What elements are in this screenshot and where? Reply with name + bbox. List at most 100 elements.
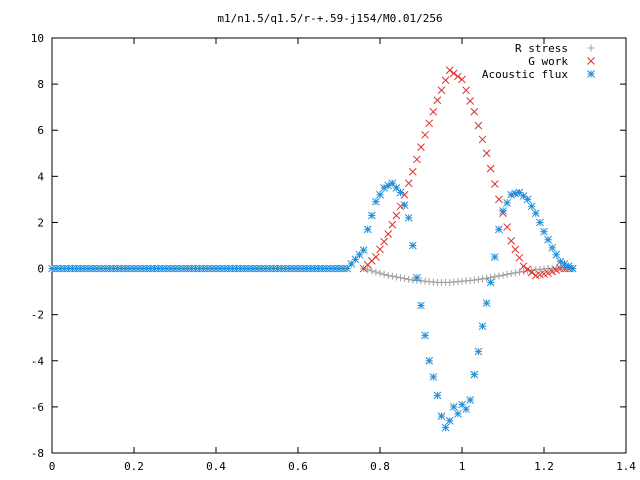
data-point	[429, 373, 438, 381]
data-point	[474, 347, 483, 356]
data-point-interp	[544, 235, 552, 244]
data-point-interp	[503, 270, 511, 278]
data-point	[396, 188, 405, 197]
data-point	[482, 299, 491, 307]
x-tick-label: 0.4	[206, 460, 226, 473]
data-point-interp	[417, 143, 425, 151]
legend-label: Acoustic flux	[482, 68, 568, 81]
data-point-interp	[441, 76, 450, 85]
data-point-interp	[388, 272, 396, 280]
data-point	[408, 241, 417, 250]
data-point	[363, 225, 372, 234]
data-point-interp	[527, 268, 536, 277]
data-point	[478, 322, 487, 331]
x-tick-label: 1.4	[616, 460, 636, 473]
data-point-interp	[552, 266, 561, 274]
y-tick-label: -6	[31, 401, 44, 414]
legend-marker	[587, 57, 595, 65]
data-point	[408, 167, 417, 176]
data-point-interp	[474, 121, 483, 130]
data-point	[397, 274, 404, 282]
plot-area-border	[51, 37, 627, 454]
data-point-interp	[392, 211, 401, 220]
y-tick-label: -8	[31, 447, 44, 460]
data-point	[413, 273, 421, 282]
data-point-interp	[351, 255, 360, 264]
x-tick-label: 0.6	[288, 460, 308, 473]
data-point	[470, 276, 478, 284]
data-point-interp	[474, 275, 482, 283]
data-point-interp	[400, 201, 409, 210]
data-point	[531, 209, 540, 218]
x-tick-label: 1	[459, 460, 466, 473]
data-point-interp	[486, 164, 495, 173]
data-point	[523, 195, 532, 204]
data-point	[490, 253, 499, 261]
data-point-interp	[491, 273, 499, 281]
data-point	[445, 66, 454, 75]
data-point-interp	[367, 211, 376, 220]
chart-title: m1/n1.5/q1.5/r-+.59-j154/M0.01/256	[217, 12, 442, 25]
series-g-work	[359, 66, 577, 280]
data-point	[544, 269, 552, 278]
data-marks	[48, 66, 577, 432]
data-point	[507, 237, 516, 245]
data-point-interp	[380, 270, 388, 278]
data-point-interp	[380, 237, 388, 246]
data-point	[499, 207, 507, 215]
data-point-interp	[466, 97, 475, 105]
data-point-interp	[515, 253, 524, 262]
data-point-interp	[511, 245, 520, 254]
data-point	[568, 264, 577, 273]
data-point-interp	[437, 86, 446, 95]
x-tick-label: 0.8	[370, 460, 390, 473]
data-point-interp	[548, 267, 557, 276]
data-point-interp	[376, 269, 384, 277]
data-point-interp	[490, 180, 499, 188]
data-point	[482, 149, 491, 158]
data-point-interp	[413, 155, 421, 164]
y-tick-label: 10	[31, 32, 44, 45]
data-point	[359, 246, 368, 254]
x-tick-label: 0.2	[124, 460, 144, 473]
y-tick-label: 8	[37, 78, 44, 91]
data-point	[540, 227, 548, 236]
y-tick-label: 6	[37, 124, 44, 137]
data-point-interp	[552, 250, 561, 259]
data-point	[495, 272, 503, 280]
axes: 0 0.2 0.4 0.6 0.8 1 1.2 1.4 -8 -6 -4 -2 0 2 4 6 8 10	[31, 32, 637, 473]
data-point	[519, 262, 528, 271]
data-point	[421, 331, 429, 340]
data-point-interp	[499, 271, 507, 279]
data-point-interp	[401, 275, 409, 283]
x-tick-label: 1.2	[534, 460, 554, 473]
legend-marker	[587, 44, 595, 52]
data-point-interp	[449, 69, 458, 78]
y-tick-label: 4	[37, 170, 44, 183]
data-point	[470, 107, 479, 116]
data-point	[372, 268, 380, 276]
data-point-interp	[425, 119, 434, 128]
data-point-interp	[392, 273, 400, 281]
legend-marker	[587, 70, 595, 78]
data-point	[462, 405, 470, 414]
data-point	[425, 356, 434, 365]
data-point-interp	[388, 220, 397, 229]
data-point	[417, 301, 425, 310]
data-point-interp	[376, 245, 384, 254]
x-tick-label: 0	[49, 460, 56, 473]
data-point-interp	[368, 267, 376, 275]
data-point	[507, 270, 515, 278]
data-point-interp	[527, 202, 536, 211]
data-point	[548, 243, 557, 252]
data-point	[384, 271, 392, 279]
data-point-interp	[479, 275, 486, 283]
data-point	[437, 412, 446, 420]
data-point	[404, 213, 413, 222]
data-point-interp	[515, 268, 523, 276]
data-point	[445, 416, 454, 425]
data-point	[372, 253, 380, 261]
data-point	[433, 391, 442, 400]
data-point-interp	[536, 218, 544, 227]
